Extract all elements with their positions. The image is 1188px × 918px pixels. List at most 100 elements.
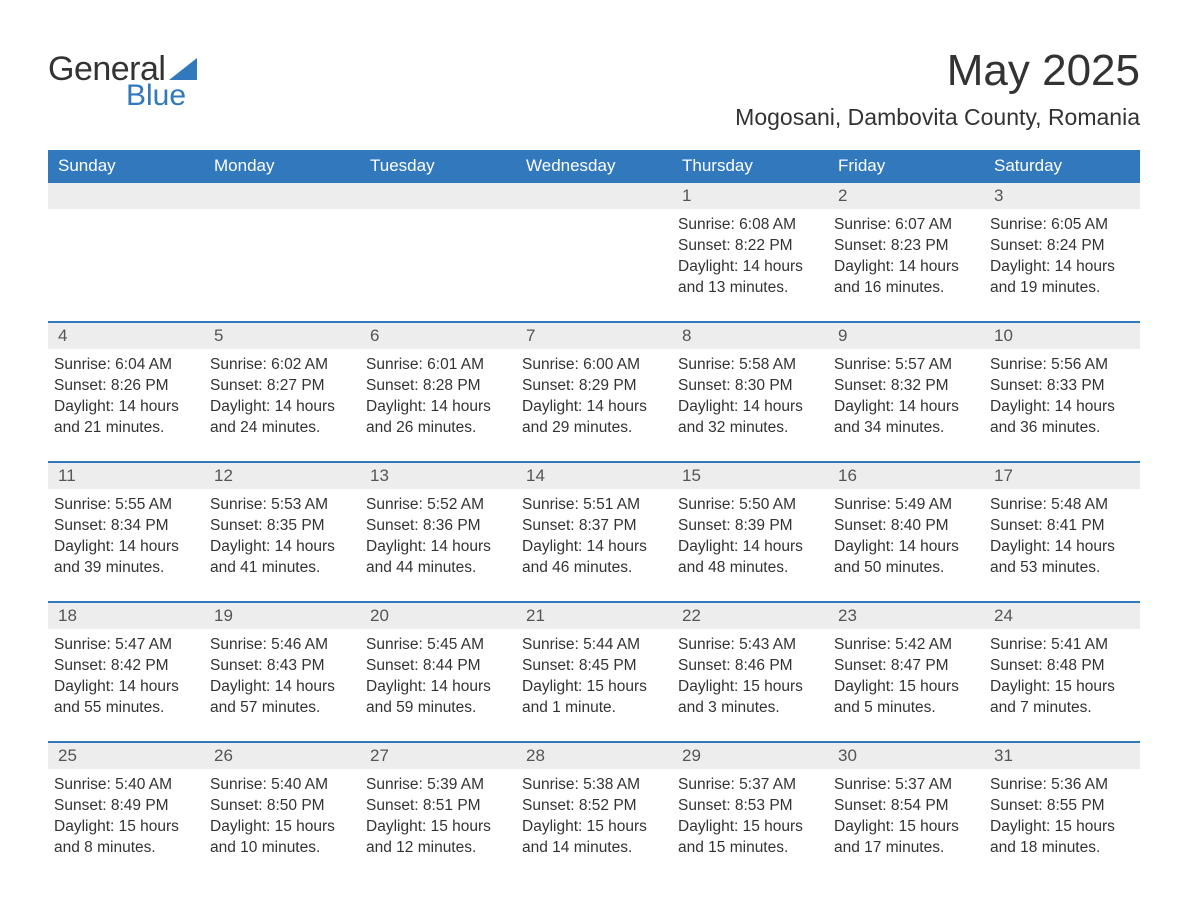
- cell-body: Sunrise: 5:43 AMSunset: 8:46 PMDaylight:…: [672, 629, 828, 719]
- week-row: 18Sunrise: 5:47 AMSunset: 8:42 PMDayligh…: [48, 601, 1140, 741]
- cell-body: Sunrise: 5:48 AMSunset: 8:41 PMDaylight:…: [984, 489, 1140, 579]
- sunrise-text: Sunrise: 5:58 AM: [678, 355, 820, 376]
- sunset-text: Sunset: 8:52 PM: [522, 796, 664, 817]
- daylight-text: Daylight: 14 hours and 19 minutes.: [990, 257, 1132, 299]
- sunrise-text: Sunrise: 5:40 AM: [54, 775, 196, 796]
- day-number: 2: [828, 183, 984, 209]
- calendar-cell: 31Sunrise: 5:36 AMSunset: 8:55 PMDayligh…: [984, 743, 1140, 881]
- daylight-text: Daylight: 14 hours and 29 minutes.: [522, 397, 664, 439]
- daylight-text: Daylight: 14 hours and 13 minutes.: [678, 257, 820, 299]
- sunrise-text: Sunrise: 5:49 AM: [834, 495, 976, 516]
- daylight-text: Daylight: 14 hours and 41 minutes.: [210, 537, 352, 579]
- page-title: May 2025: [947, 46, 1140, 96]
- calendar-cell: 3Sunrise: 6:05 AMSunset: 8:24 PMDaylight…: [984, 183, 1140, 321]
- sunrise-text: Sunrise: 5:47 AM: [54, 635, 196, 656]
- cell-body: Sunrise: 5:49 AMSunset: 8:40 PMDaylight:…: [828, 489, 984, 579]
- logo-text-blue: Blue: [126, 79, 186, 113]
- sunset-text: Sunset: 8:39 PM: [678, 516, 820, 537]
- daylight-text: Daylight: 14 hours and 24 minutes.: [210, 397, 352, 439]
- sunset-text: Sunset: 8:40 PM: [834, 516, 976, 537]
- cell-body: Sunrise: 6:04 AMSunset: 8:26 PMDaylight:…: [48, 349, 204, 439]
- day-number: 17: [984, 463, 1140, 489]
- sunrise-text: Sunrise: 5:44 AM: [522, 635, 664, 656]
- day-number: 4: [48, 323, 204, 349]
- sunset-text: Sunset: 8:35 PM: [210, 516, 352, 537]
- calendar-cell: [516, 183, 672, 321]
- day-number: 18: [48, 603, 204, 629]
- day-number: 23: [828, 603, 984, 629]
- cell-body: Sunrise: 5:58 AMSunset: 8:30 PMDaylight:…: [672, 349, 828, 439]
- daylight-text: Daylight: 14 hours and 53 minutes.: [990, 537, 1132, 579]
- day-number: 25: [48, 743, 204, 769]
- day-header: Thursday: [672, 150, 828, 183]
- sunrise-text: Sunrise: 6:04 AM: [54, 355, 196, 376]
- calendar: Sunday Monday Tuesday Wednesday Thursday…: [48, 150, 1140, 881]
- calendar-cell: 11Sunrise: 5:55 AMSunset: 8:34 PMDayligh…: [48, 463, 204, 601]
- sunrise-text: Sunrise: 5:40 AM: [210, 775, 352, 796]
- cell-body: Sunrise: 5:36 AMSunset: 8:55 PMDaylight:…: [984, 769, 1140, 859]
- sunset-text: Sunset: 8:32 PM: [834, 376, 976, 397]
- sunset-text: Sunset: 8:28 PM: [366, 376, 508, 397]
- sunset-text: Sunset: 8:41 PM: [990, 516, 1132, 537]
- cell-body: Sunrise: 5:40 AMSunset: 8:50 PMDaylight:…: [204, 769, 360, 859]
- sunrise-text: Sunrise: 5:42 AM: [834, 635, 976, 656]
- daylight-text: Daylight: 14 hours and 46 minutes.: [522, 537, 664, 579]
- calendar-cell: 16Sunrise: 5:49 AMSunset: 8:40 PMDayligh…: [828, 463, 984, 601]
- sunset-text: Sunset: 8:22 PM: [678, 236, 820, 257]
- calendar-cell: 19Sunrise: 5:46 AMSunset: 8:43 PMDayligh…: [204, 603, 360, 741]
- day-number: 9: [828, 323, 984, 349]
- cell-body: Sunrise: 6:01 AMSunset: 8:28 PMDaylight:…: [360, 349, 516, 439]
- daylight-text: Daylight: 14 hours and 39 minutes.: [54, 537, 196, 579]
- cell-body: Sunrise: 6:00 AMSunset: 8:29 PMDaylight:…: [516, 349, 672, 439]
- day-number: [48, 183, 204, 209]
- sunrise-text: Sunrise: 6:07 AM: [834, 215, 976, 236]
- sunset-text: Sunset: 8:30 PM: [678, 376, 820, 397]
- sunrise-text: Sunrise: 6:02 AM: [210, 355, 352, 376]
- sunrise-text: Sunrise: 5:36 AM: [990, 775, 1132, 796]
- cell-body: Sunrise: 5:57 AMSunset: 8:32 PMDaylight:…: [828, 349, 984, 439]
- daylight-text: Daylight: 14 hours and 48 minutes.: [678, 537, 820, 579]
- cell-body: Sunrise: 5:37 AMSunset: 8:53 PMDaylight:…: [672, 769, 828, 859]
- day-header: Friday: [828, 150, 984, 183]
- day-number: 29: [672, 743, 828, 769]
- calendar-cell: 22Sunrise: 5:43 AMSunset: 8:46 PMDayligh…: [672, 603, 828, 741]
- day-number: 8: [672, 323, 828, 349]
- daylight-text: Daylight: 15 hours and 10 minutes.: [210, 817, 352, 859]
- daylight-text: Daylight: 15 hours and 12 minutes.: [366, 817, 508, 859]
- sunrise-text: Sunrise: 6:01 AM: [366, 355, 508, 376]
- sunset-text: Sunset: 8:47 PM: [834, 656, 976, 677]
- sunrise-text: Sunrise: 5:46 AM: [210, 635, 352, 656]
- calendar-cell: 27Sunrise: 5:39 AMSunset: 8:51 PMDayligh…: [360, 743, 516, 881]
- day-number: 20: [360, 603, 516, 629]
- sunrise-text: Sunrise: 6:00 AM: [522, 355, 664, 376]
- sunset-text: Sunset: 8:48 PM: [990, 656, 1132, 677]
- calendar-cell: [48, 183, 204, 321]
- sunrise-text: Sunrise: 5:48 AM: [990, 495, 1132, 516]
- day-header: Wednesday: [516, 150, 672, 183]
- daylight-text: Daylight: 14 hours and 50 minutes.: [834, 537, 976, 579]
- cell-body: Sunrise: 5:56 AMSunset: 8:33 PMDaylight:…: [984, 349, 1140, 439]
- cell-body: Sunrise: 6:05 AMSunset: 8:24 PMDaylight:…: [984, 209, 1140, 299]
- cell-body: Sunrise: 6:08 AMSunset: 8:22 PMDaylight:…: [672, 209, 828, 299]
- daylight-text: Daylight: 15 hours and 5 minutes.: [834, 677, 976, 719]
- daylight-text: Daylight: 15 hours and 7 minutes.: [990, 677, 1132, 719]
- day-number: 6: [360, 323, 516, 349]
- sunset-text: Sunset: 8:29 PM: [522, 376, 664, 397]
- cell-body: Sunrise: 5:46 AMSunset: 8:43 PMDaylight:…: [204, 629, 360, 719]
- day-header-row: Sunday Monday Tuesday Wednesday Thursday…: [48, 150, 1140, 183]
- daylight-text: Daylight: 15 hours and 14 minutes.: [522, 817, 664, 859]
- sunset-text: Sunset: 8:26 PM: [54, 376, 196, 397]
- day-number: 15: [672, 463, 828, 489]
- daylight-text: Daylight: 14 hours and 21 minutes.: [54, 397, 196, 439]
- day-number: 26: [204, 743, 360, 769]
- daylight-text: Daylight: 14 hours and 32 minutes.: [678, 397, 820, 439]
- daylight-text: Daylight: 15 hours and 3 minutes.: [678, 677, 820, 719]
- calendar-cell: 24Sunrise: 5:41 AMSunset: 8:48 PMDayligh…: [984, 603, 1140, 741]
- daylight-text: Daylight: 14 hours and 44 minutes.: [366, 537, 508, 579]
- location-subtitle: Mogosani, Dambovita County, Romania: [735, 104, 1140, 131]
- day-header: Sunday: [48, 150, 204, 183]
- sunrise-text: Sunrise: 5:53 AM: [210, 495, 352, 516]
- day-number: 27: [360, 743, 516, 769]
- sunset-text: Sunset: 8:43 PM: [210, 656, 352, 677]
- calendar-cell: 20Sunrise: 5:45 AMSunset: 8:44 PMDayligh…: [360, 603, 516, 741]
